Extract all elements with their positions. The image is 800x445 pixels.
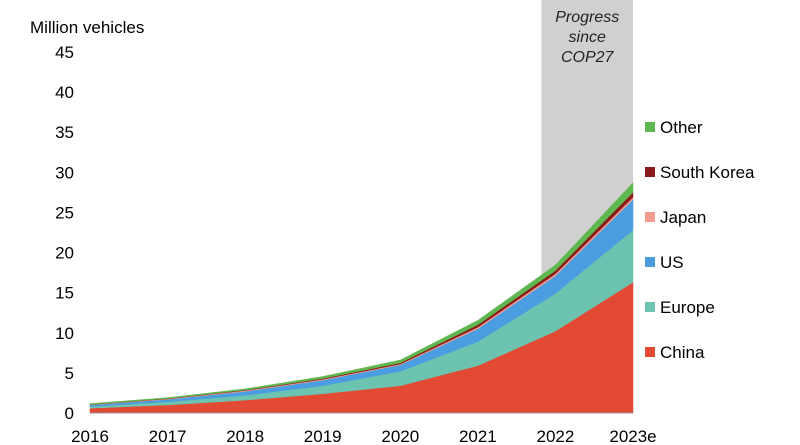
legend-swatch-china bbox=[645, 347, 655, 357]
area-other bbox=[89, 182, 634, 405]
y-tick-label: 40 bbox=[55, 83, 74, 102]
x-tick-label: 2020 bbox=[381, 427, 419, 445]
x-tick-label: 2018 bbox=[226, 427, 264, 445]
x-tick-label: 2023e bbox=[609, 427, 656, 445]
x-tick-label: 2019 bbox=[304, 427, 342, 445]
highlight-label-line: since bbox=[569, 29, 606, 46]
y-axis-title: Million vehicles bbox=[30, 18, 144, 37]
highlight-label-line: COP27 bbox=[561, 49, 615, 66]
legend-swatch-us bbox=[645, 257, 655, 267]
legend-swatch-south-korea bbox=[645, 167, 655, 177]
highlight-label: Progress since COP27 bbox=[555, 9, 619, 66]
x-tick-label: 2021 bbox=[459, 427, 497, 445]
y-tick-label: 0 bbox=[65, 404, 74, 423]
y-tick-label: 10 bbox=[55, 324, 74, 343]
y-tick-label: 5 bbox=[65, 364, 74, 383]
y-tick-label: 45 bbox=[55, 43, 74, 62]
x-tick-label: 2022 bbox=[537, 427, 575, 445]
legend-swatch-europe bbox=[645, 302, 655, 312]
y-tick-label: 15 bbox=[55, 284, 74, 303]
y-tick-label: 35 bbox=[55, 123, 74, 142]
legend-swatch-other bbox=[645, 122, 655, 132]
x-tick-label: 2016 bbox=[71, 427, 109, 445]
highlight-label-line: Progress bbox=[555, 9, 619, 26]
x-tick-label: 2017 bbox=[149, 427, 187, 445]
y-tick-label: 20 bbox=[55, 244, 74, 263]
legend-label-south-korea: South Korea bbox=[660, 163, 755, 182]
legend-label-japan: Japan bbox=[660, 208, 706, 227]
legend-label-us: US bbox=[660, 253, 684, 272]
legend-label-europe: Europe bbox=[660, 298, 715, 317]
legend-label-china: China bbox=[660, 343, 705, 362]
legend-swatch-japan bbox=[645, 212, 655, 222]
y-tick-label: 25 bbox=[55, 203, 74, 222]
legend-label-other: Other bbox=[660, 118, 703, 137]
y-tick-label: 30 bbox=[55, 163, 74, 182]
